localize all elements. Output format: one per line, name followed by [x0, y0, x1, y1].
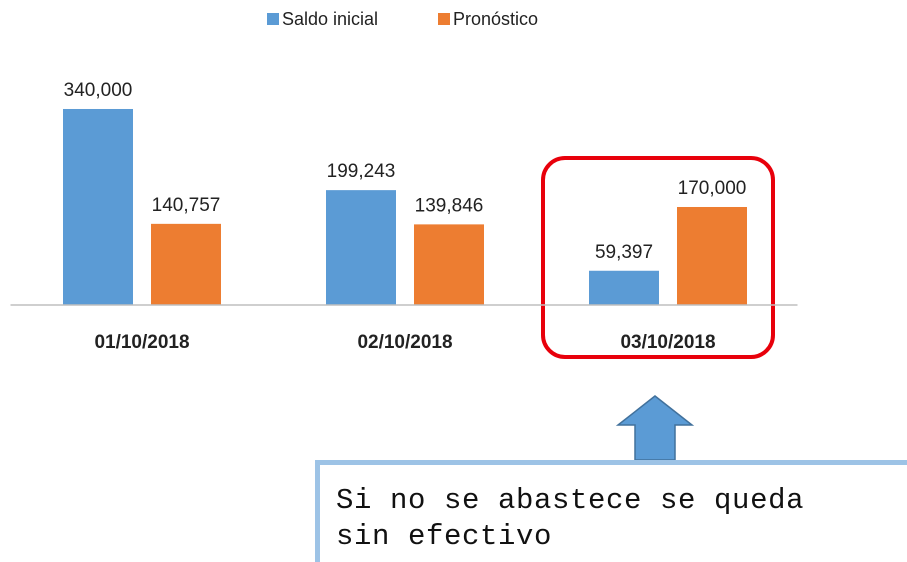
legend-label: Pronóstico	[453, 9, 538, 29]
annotation-box: Si no se abastece se queda sin efectivo	[315, 460, 907, 562]
x-tick-label: 02/10/2018	[357, 332, 452, 353]
bar	[589, 270, 659, 305]
value-label: 170,000	[678, 178, 747, 199]
value-label: 59,397	[595, 242, 653, 263]
arrow	[615, 395, 695, 461]
bar	[151, 223, 221, 305]
value-label: 139,846	[415, 195, 484, 216]
legend-label: Saldo inicial	[282, 9, 378, 29]
legend-swatch	[267, 13, 279, 25]
bar	[414, 224, 484, 305]
bar	[63, 108, 133, 306]
value-label: 140,757	[152, 195, 221, 216]
highlight-box	[541, 156, 775, 359]
value-label: 340,000	[64, 80, 133, 101]
bar	[326, 190, 396, 305]
bar	[677, 206, 747, 305]
value-label: 199,243	[327, 161, 396, 182]
annotation: Si no se abastece se queda sin efectivo	[336, 484, 805, 553]
x-tick-label: 03/10/2018	[620, 332, 715, 353]
x-tick-label: 01/10/2018	[94, 332, 189, 353]
legend-swatch	[438, 13, 450, 25]
